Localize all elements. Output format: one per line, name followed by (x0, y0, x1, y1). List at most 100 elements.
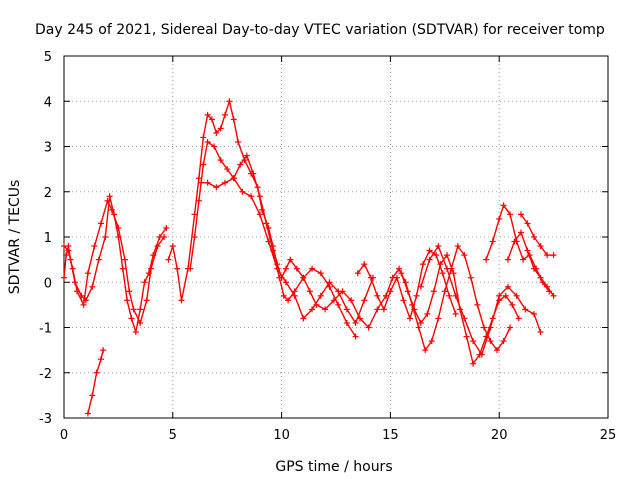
data-point (293, 265, 300, 272)
x-axis-label: GPS time / hours (275, 459, 392, 475)
data-point (106, 193, 113, 200)
series-arc-5 (187, 138, 359, 340)
data-point (165, 256, 172, 263)
data-point (496, 215, 503, 222)
data-point (443, 265, 450, 272)
data-point (517, 229, 524, 236)
data-point (326, 279, 333, 286)
y-tick-label: 1 (44, 231, 52, 246)
series-line (485, 204, 550, 292)
data-point (361, 261, 368, 268)
y-tick-label: -1 (39, 322, 52, 337)
data-point (404, 288, 411, 295)
data-point (413, 292, 420, 299)
data-point (531, 234, 538, 240)
data-point (65, 247, 72, 254)
data-point (195, 197, 202, 204)
data-point (502, 292, 509, 299)
data-point (389, 274, 396, 281)
y-tick-label: -3 (39, 412, 52, 427)
data-point (282, 279, 289, 286)
data-point (230, 116, 237, 123)
data-point (354, 270, 361, 277)
data-point (470, 360, 477, 367)
data-point (143, 297, 150, 304)
series-line (385, 245, 511, 351)
series-arc-1 (84, 347, 107, 417)
data-point (544, 252, 551, 259)
x-tick-label: 20 (491, 428, 508, 443)
y-tick-label: 4 (44, 95, 52, 110)
data-point (200, 134, 207, 141)
data-point (89, 392, 96, 399)
data-point (108, 206, 115, 213)
data-point (100, 347, 107, 354)
data-point (97, 356, 104, 363)
data-point (406, 315, 413, 322)
data-point (104, 197, 111, 204)
data-point (424, 310, 431, 317)
data-point (291, 292, 298, 299)
data-point (500, 338, 507, 345)
data-point (61, 274, 67, 281)
data-point (161, 234, 168, 240)
data-point (507, 211, 514, 218)
data-point (187, 265, 194, 272)
data-point (511, 238, 518, 245)
data-point (411, 306, 418, 313)
data-point (513, 292, 520, 299)
data-point (222, 179, 229, 186)
data-point (102, 234, 109, 240)
data-point (217, 125, 224, 132)
data-point (467, 274, 474, 281)
data-point (550, 252, 557, 259)
data-point (435, 315, 442, 322)
data-point (335, 288, 342, 295)
series-line (63, 195, 168, 333)
data-point (531, 265, 538, 272)
data-point (343, 306, 350, 313)
data-point (256, 211, 263, 218)
data-point (452, 310, 459, 317)
data-point (428, 338, 435, 345)
data-point (478, 351, 485, 358)
x-tick-label: 15 (382, 428, 399, 443)
data-point (217, 157, 224, 164)
data-point (163, 224, 170, 231)
data-point (141, 279, 148, 286)
data-point (93, 369, 100, 376)
data-point (282, 265, 289, 272)
x-tick-label: 25 (600, 428, 617, 443)
data-point (487, 338, 494, 345)
data-point (132, 329, 139, 336)
data-point (398, 270, 405, 277)
data-point (415, 324, 422, 331)
data-point (191, 211, 198, 218)
series-arc-10 (417, 243, 544, 358)
data-point (537, 243, 544, 250)
data-point (237, 161, 244, 168)
data-point (435, 243, 442, 250)
data-point (450, 270, 457, 277)
data-point (309, 265, 316, 272)
data-point (343, 319, 350, 326)
data-point (309, 306, 316, 313)
data-point (537, 329, 544, 336)
data-point (306, 288, 313, 295)
data-point (461, 315, 468, 322)
data-point (507, 324, 514, 331)
data-point (300, 315, 307, 322)
data-point (348, 297, 355, 304)
data-point (89, 283, 96, 290)
x-tick-label: 10 (273, 428, 290, 443)
series-line (167, 100, 387, 329)
data-point (195, 175, 202, 182)
data-point (374, 306, 381, 313)
data-point (61, 243, 67, 250)
data-point (274, 265, 281, 272)
series-line (189, 141, 357, 338)
gridlines (64, 56, 608, 418)
data-point (276, 274, 283, 281)
data-point (126, 288, 133, 295)
